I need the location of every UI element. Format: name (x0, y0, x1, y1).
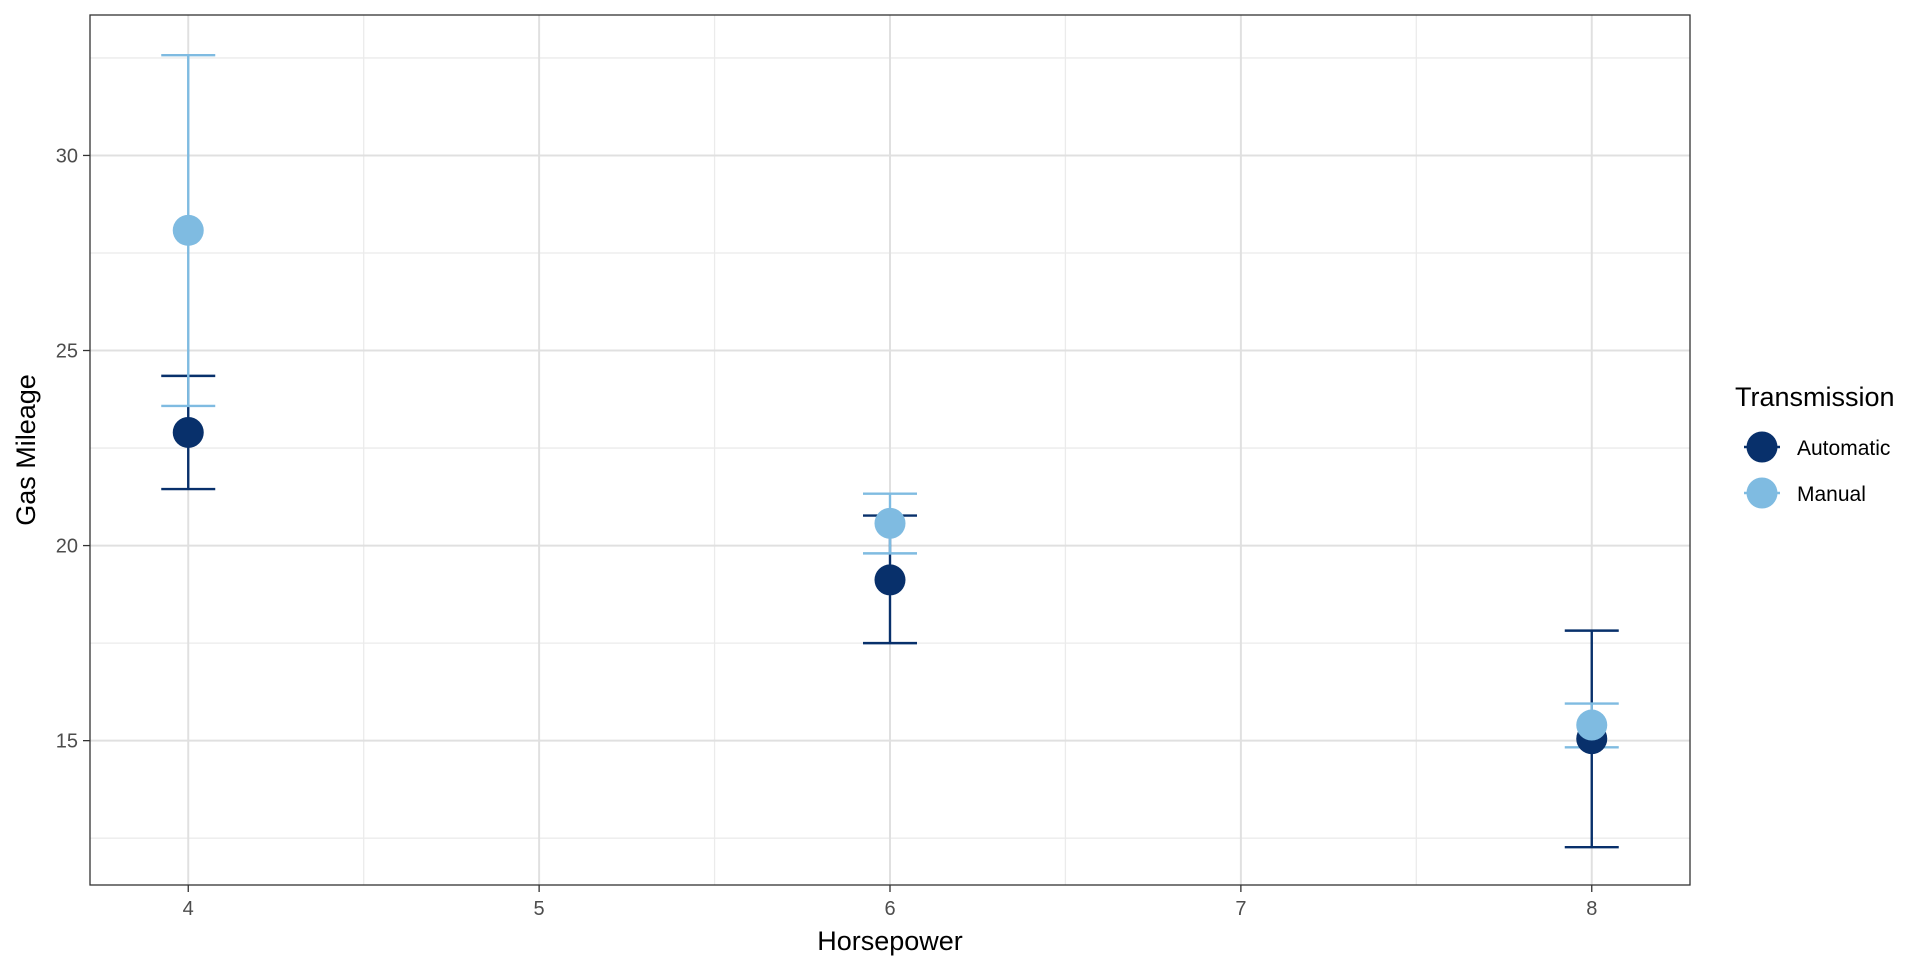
x-tick-label: 8 (1586, 898, 1597, 920)
point-manual (874, 507, 906, 539)
x-tick-label: 7 (1235, 898, 1246, 920)
point-manual (172, 214, 204, 246)
point-manual (1576, 709, 1608, 741)
legend-label-automatic: Automatic (1797, 437, 1890, 460)
marks (161, 53, 1619, 849)
y-axis: 15 20 25 30 (56, 145, 90, 753)
y-tick-label: 30 (56, 145, 78, 167)
x-axis-title: Horsepower (817, 926, 963, 956)
y-tick-label: 25 (56, 341, 78, 363)
legend: Transmission Automatic Manual (1735, 382, 1895, 509)
x-tick-label: 4 (183, 898, 194, 920)
point-automatic (172, 416, 204, 448)
legend-title: Transmission (1735, 382, 1895, 412)
x-tick-label: 5 (534, 898, 545, 920)
legend-keys: Automatic Manual (1744, 431, 1890, 509)
y-axis-title: Gas Mileage (11, 374, 41, 526)
legend-key-automatic (1746, 431, 1778, 463)
point-automatic (874, 564, 906, 596)
y-tick-label: 20 (56, 536, 78, 558)
legend-label-manual: Manual (1797, 483, 1866, 506)
y-tick-label: 15 (56, 731, 78, 753)
x-tick-label: 6 (884, 898, 895, 920)
legend-key-manual (1746, 477, 1778, 509)
x-axis: 4 5 6 7 8 (183, 885, 1597, 920)
